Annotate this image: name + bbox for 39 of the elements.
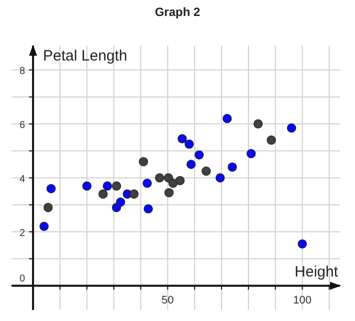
point bbox=[254, 119, 263, 129]
point bbox=[168, 178, 178, 188]
point bbox=[178, 134, 187, 144]
point bbox=[142, 178, 152, 188]
y-tick-label: 0 bbox=[19, 274, 26, 285]
point bbox=[164, 188, 174, 198]
point bbox=[154, 173, 164, 182]
point bbox=[184, 140, 194, 149]
point bbox=[98, 189, 108, 199]
y-axis-title: Petal Length bbox=[43, 48, 128, 65]
point bbox=[46, 184, 56, 194]
point bbox=[298, 239, 307, 249]
x-tick-label: 100 bbox=[293, 294, 312, 307]
point bbox=[246, 148, 256, 158]
point bbox=[138, 157, 148, 166]
point bbox=[144, 204, 153, 214]
point bbox=[194, 150, 204, 160]
point bbox=[186, 160, 196, 169]
point bbox=[286, 123, 296, 133]
point bbox=[44, 202, 53, 212]
x-tick-label: 50 bbox=[162, 294, 174, 307]
chart-title: Graph 2 bbox=[154, 5, 200, 19]
point bbox=[112, 181, 122, 191]
y-tick-label: 4 bbox=[19, 174, 26, 185]
x-axis-title: Height bbox=[294, 264, 339, 281]
y-tick-label: 2 bbox=[19, 228, 26, 239]
point bbox=[222, 114, 232, 124]
point bbox=[82, 181, 92, 191]
point bbox=[228, 162, 237, 172]
point bbox=[175, 176, 185, 186]
point bbox=[202, 166, 211, 176]
point bbox=[129, 189, 139, 199]
point bbox=[39, 222, 49, 231]
y-tick-label: 8 bbox=[19, 66, 26, 77]
point bbox=[266, 135, 276, 145]
point bbox=[216, 173, 225, 182]
point bbox=[102, 181, 112, 191]
y-tick-label: 6 bbox=[19, 120, 26, 131]
point bbox=[116, 198, 126, 207]
